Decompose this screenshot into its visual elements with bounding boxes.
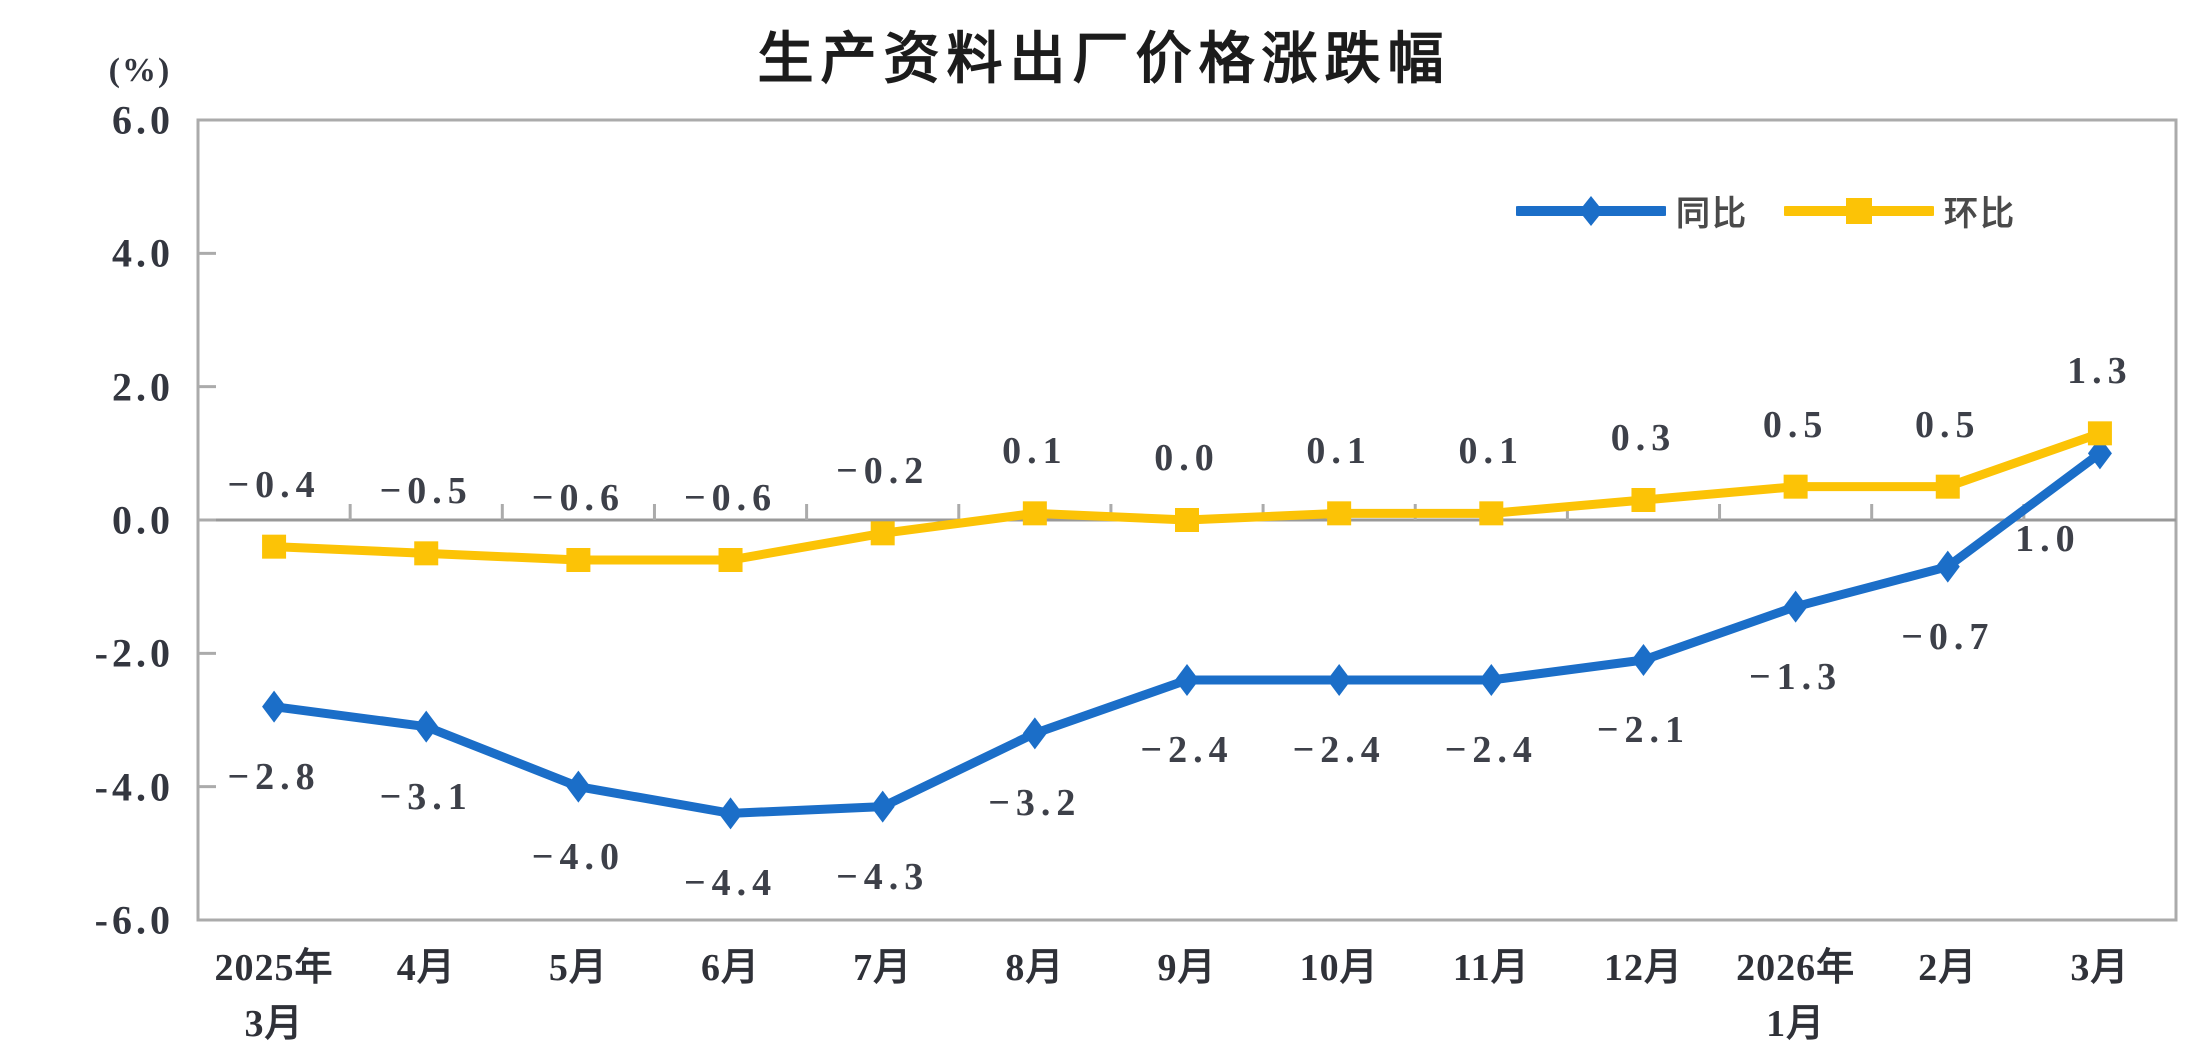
mom-marker-square	[414, 541, 439, 566]
yoy-marker-diamond	[414, 710, 439, 743]
x-axis-tick-label: 11月	[1452, 947, 1530, 989]
mom-data-label: −0.5	[379, 470, 473, 513]
yoy-data-label: −4.4	[683, 862, 778, 905]
y-axis-tick-label: -4.0	[94, 764, 174, 810]
mom-marker-square	[718, 548, 743, 572]
mom-marker-square	[2087, 421, 2112, 446]
mom-legend-label: 环比	[1944, 196, 2016, 233]
yoy-marker-diamond	[718, 797, 743, 830]
mom-data-label: 0.1	[1306, 430, 1372, 473]
mom-marker-square	[1631, 488, 1656, 512]
x-axis-tick-label: 4月	[396, 947, 456, 989]
mom-data-label: −0.6	[531, 477, 625, 519]
x-axis-tick-label: 9月	[1157, 947, 1217, 989]
x-axis-tick-label: 10月	[1299, 947, 1379, 989]
yoy-data-label: −0.7	[1901, 615, 1995, 658]
x-axis-tick-label: 6月	[701, 947, 761, 989]
yoy-data-label: −1.3	[1749, 655, 1843, 698]
y-axis-tick-label: -2.0	[94, 630, 174, 676]
mom-data-label: 1.3	[2067, 350, 2133, 393]
mom-data-label: 0.3	[1610, 417, 1677, 459]
mom-marker-square	[1327, 501, 1352, 526]
yoy-data-label: −4.3	[836, 855, 930, 898]
yoy-legend-marker-icon	[1516, 195, 1666, 226]
yoy-marker-diamond	[262, 690, 287, 723]
yoy-data-label: −2.4	[1292, 729, 1386, 771]
mom-marker-square	[870, 521, 895, 546]
x-axis-tick-label: 2月	[1918, 947, 1978, 989]
yoy-marker-diamond	[1935, 550, 1960, 583]
yoy-legend-label: 同比	[1676, 196, 1748, 233]
mom-data-label: 0.0	[1154, 437, 1220, 479]
mom-data-label: −0.4	[227, 463, 321, 506]
yoy-marker-diamond	[1022, 717, 1047, 750]
yoy-data-label: −2.1	[1596, 709, 1691, 751]
x-axis-tick-label: 8月	[1005, 947, 1065, 989]
legend: 同比 环比	[1516, 186, 2016, 235]
yoy-data-label: −2.4	[1444, 729, 1538, 771]
mom-data-label: 0.5	[1762, 403, 1829, 446]
legend-item-mom: 环比	[1784, 186, 2016, 235]
yoy-data-label: −2.4	[1140, 729, 1234, 771]
yoy-data-label: −3.1	[379, 775, 473, 818]
mom-data-label: 0.1	[1002, 430, 1068, 473]
y-axis-tick-label: 6.0	[112, 97, 174, 143]
mom-legend-marker-icon	[1784, 197, 1934, 224]
chart-title: 生产资料出厂价格涨跌幅	[757, 27, 1451, 90]
mom-marker-square	[1175, 508, 1199, 532]
mom-marker-square	[1022, 501, 1047, 526]
yoy-marker-diamond	[1175, 664, 1199, 696]
x-axis-tick-label: 7月	[853, 947, 913, 989]
y-axis-tick-label: 2.0	[112, 364, 174, 410]
y-axis-tick-label: 0.0	[112, 497, 174, 543]
yoy-marker-diamond	[566, 770, 591, 803]
y-axis-tick-label: 4.0	[112, 230, 174, 276]
mom-data-label: −0.2	[836, 450, 930, 493]
yoy-marker-diamond	[870, 790, 895, 823]
yoy-data-label: 1.0	[2015, 518, 2081, 561]
yoy-marker-diamond	[1631, 644, 1656, 676]
x-axis-tick-label: 2025年 3月	[214, 947, 334, 1045]
legend-item-yoy: 同比	[1516, 186, 1748, 235]
mom-marker-square	[566, 548, 591, 572]
x-axis-tick-label: 5月	[548, 947, 608, 989]
yoy-data-label: −2.8	[227, 755, 321, 798]
x-axis-tick-label: 2026年 1月	[1736, 947, 1856, 1045]
yoy-marker-diamond	[1479, 664, 1504, 696]
mom-data-label: 0.1	[1458, 430, 1525, 473]
yoy-marker-diamond	[1783, 590, 1808, 623]
mom-marker-square	[1783, 474, 1808, 499]
yoy-data-label: −3.2	[988, 782, 1082, 825]
y-axis-unit-label: (%)	[108, 52, 172, 89]
yoy-data-label: −4.0	[531, 835, 625, 878]
yoy-marker-diamond	[1327, 664, 1352, 696]
mom-marker-square	[262, 534, 287, 559]
mom-marker-square	[1935, 474, 1960, 499]
mom-data-label: −0.6	[683, 477, 778, 519]
mom-marker-square	[1479, 501, 1504, 526]
x-axis-tick-label: 12月	[1603, 947, 1683, 989]
x-axis-tick-label: 3月	[2070, 947, 2130, 989]
y-axis-tick-label: -6.0	[94, 897, 174, 943]
mom-data-label: 0.5	[1915, 403, 1981, 446]
